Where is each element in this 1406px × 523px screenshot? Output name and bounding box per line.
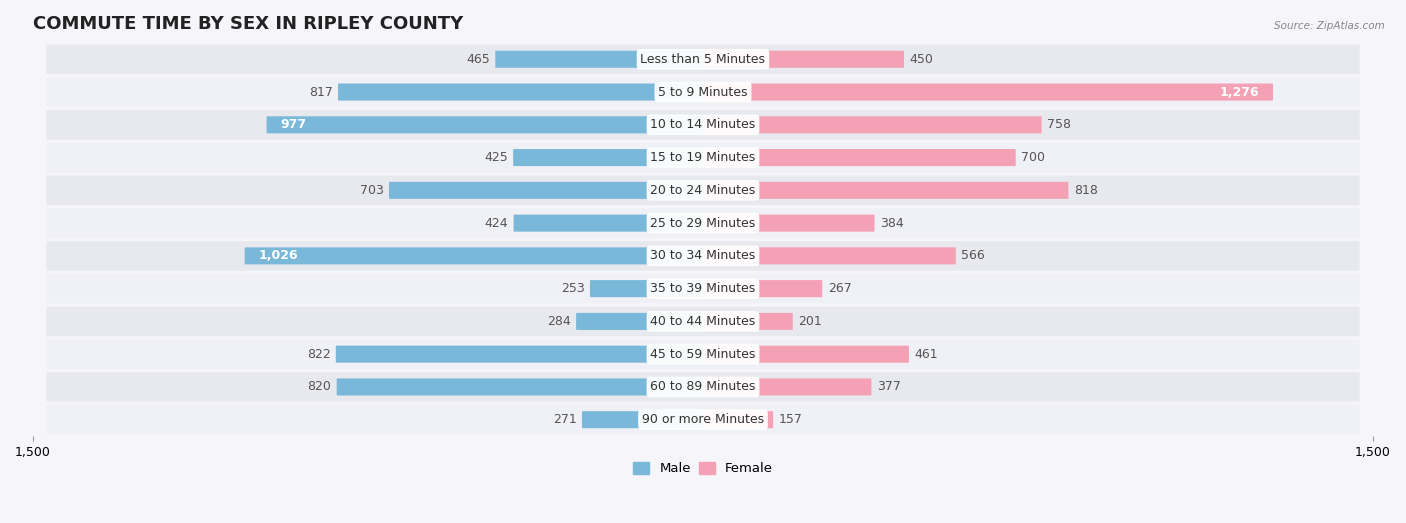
FancyBboxPatch shape <box>336 346 703 362</box>
Text: Source: ZipAtlas.com: Source: ZipAtlas.com <box>1274 21 1385 31</box>
Text: 1,276: 1,276 <box>1220 86 1260 98</box>
FancyBboxPatch shape <box>703 149 1015 166</box>
Text: 201: 201 <box>799 315 823 328</box>
Text: 25 to 29 Minutes: 25 to 29 Minutes <box>651 217 755 230</box>
Text: 267: 267 <box>828 282 852 295</box>
FancyBboxPatch shape <box>389 182 703 199</box>
FancyBboxPatch shape <box>46 110 1360 140</box>
FancyBboxPatch shape <box>703 51 904 68</box>
FancyBboxPatch shape <box>703 280 823 297</box>
FancyBboxPatch shape <box>46 208 1360 238</box>
Text: Less than 5 Minutes: Less than 5 Minutes <box>641 53 765 66</box>
Text: COMMUTE TIME BY SEX IN RIPLEY COUNTY: COMMUTE TIME BY SEX IN RIPLEY COUNTY <box>32 15 463 33</box>
FancyBboxPatch shape <box>703 346 908 362</box>
FancyBboxPatch shape <box>703 84 1272 100</box>
Text: 566: 566 <box>962 249 986 263</box>
FancyBboxPatch shape <box>703 116 1042 133</box>
Text: 424: 424 <box>485 217 508 230</box>
Legend: Male, Female: Male, Female <box>627 457 779 481</box>
FancyBboxPatch shape <box>46 306 1360 336</box>
FancyBboxPatch shape <box>337 84 703 100</box>
Text: 758: 758 <box>1047 118 1071 131</box>
FancyBboxPatch shape <box>46 241 1360 270</box>
Text: 5 to 9 Minutes: 5 to 9 Minutes <box>658 86 748 98</box>
FancyBboxPatch shape <box>46 274 1360 303</box>
FancyBboxPatch shape <box>46 143 1360 172</box>
FancyBboxPatch shape <box>703 182 1069 199</box>
Text: 45 to 59 Minutes: 45 to 59 Minutes <box>651 348 755 361</box>
FancyBboxPatch shape <box>591 280 703 297</box>
FancyBboxPatch shape <box>703 214 875 232</box>
FancyBboxPatch shape <box>46 372 1360 402</box>
Text: 425: 425 <box>484 151 508 164</box>
Text: 157: 157 <box>779 413 803 426</box>
Text: 977: 977 <box>280 118 307 131</box>
Text: 700: 700 <box>1021 151 1045 164</box>
FancyBboxPatch shape <box>513 149 703 166</box>
FancyBboxPatch shape <box>46 339 1360 369</box>
Text: 35 to 39 Minutes: 35 to 39 Minutes <box>651 282 755 295</box>
Text: 817: 817 <box>309 86 333 98</box>
Text: 10 to 14 Minutes: 10 to 14 Minutes <box>651 118 755 131</box>
Text: 384: 384 <box>880 217 904 230</box>
FancyBboxPatch shape <box>336 379 703 395</box>
Text: 40 to 44 Minutes: 40 to 44 Minutes <box>651 315 755 328</box>
Text: 450: 450 <box>910 53 934 66</box>
FancyBboxPatch shape <box>703 411 773 428</box>
FancyBboxPatch shape <box>46 405 1360 435</box>
FancyBboxPatch shape <box>267 116 703 133</box>
FancyBboxPatch shape <box>46 77 1360 107</box>
Text: 820: 820 <box>308 380 332 393</box>
Text: 253: 253 <box>561 282 585 295</box>
FancyBboxPatch shape <box>46 44 1360 74</box>
Text: 465: 465 <box>467 53 489 66</box>
FancyBboxPatch shape <box>46 176 1360 205</box>
Text: 15 to 19 Minutes: 15 to 19 Minutes <box>651 151 755 164</box>
FancyBboxPatch shape <box>582 411 703 428</box>
FancyBboxPatch shape <box>245 247 703 265</box>
Text: 822: 822 <box>307 348 330 361</box>
FancyBboxPatch shape <box>703 313 793 330</box>
Text: 284: 284 <box>547 315 571 328</box>
Text: 271: 271 <box>553 413 576 426</box>
Text: 20 to 24 Minutes: 20 to 24 Minutes <box>651 184 755 197</box>
Text: 377: 377 <box>877 380 901 393</box>
Text: 60 to 89 Minutes: 60 to 89 Minutes <box>651 380 755 393</box>
Text: 90 or more Minutes: 90 or more Minutes <box>643 413 763 426</box>
Text: 1,026: 1,026 <box>259 249 298 263</box>
Text: 30 to 34 Minutes: 30 to 34 Minutes <box>651 249 755 263</box>
FancyBboxPatch shape <box>513 214 703 232</box>
FancyBboxPatch shape <box>703 379 872 395</box>
Text: 703: 703 <box>360 184 384 197</box>
FancyBboxPatch shape <box>495 51 703 68</box>
FancyBboxPatch shape <box>576 313 703 330</box>
Text: 461: 461 <box>914 348 938 361</box>
FancyBboxPatch shape <box>703 247 956 265</box>
Text: 818: 818 <box>1074 184 1098 197</box>
